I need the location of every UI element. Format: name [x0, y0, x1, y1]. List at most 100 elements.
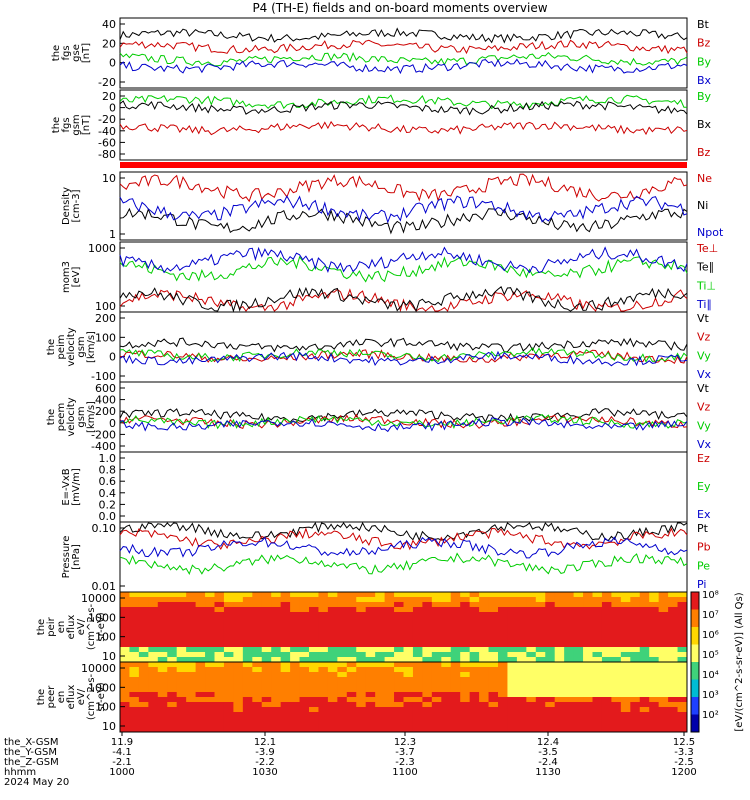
heatmap-cell — [450, 672, 461, 678]
heatmap-cell — [564, 602, 575, 608]
heatmap-cell — [677, 717, 688, 723]
heatmap-cell — [375, 597, 386, 603]
heatmap-cell — [384, 682, 395, 688]
heatmap-cell — [394, 647, 404, 653]
heatmap-cell — [290, 602, 301, 608]
heatmap-cell — [271, 672, 282, 678]
heatmap-cell — [564, 607, 575, 613]
heatmap-cell — [583, 667, 593, 673]
heatmap-cell — [375, 672, 386, 678]
heatmap-cell — [356, 702, 367, 708]
y-label-line: the — [36, 619, 47, 635]
y-label-line: mom3 — [61, 261, 72, 293]
heatmap-cell — [252, 722, 263, 728]
heatmap-cell — [129, 642, 140, 648]
heatmap-cell — [290, 722, 301, 728]
heatmap-cell — [450, 607, 461, 613]
heatmap-cell — [668, 697, 679, 703]
heatmap-cell — [498, 707, 508, 713]
heatmap-cell — [176, 707, 187, 713]
heatmap-cell — [554, 592, 565, 598]
heatmap-cell — [186, 627, 197, 633]
heatmap-cell — [318, 697, 329, 703]
x-tick-label: 1130 — [535, 767, 560, 778]
heatmap-cell — [195, 697, 206, 703]
heatmap-cell — [186, 632, 197, 638]
heatmap-cell — [526, 717, 537, 723]
heatmap-cell — [195, 657, 206, 663]
series-Vx-line — [119, 350, 688, 367]
heatmap-cell — [242, 672, 253, 678]
y-label-line: peir — [46, 616, 57, 636]
heatmap-cell — [516, 692, 527, 698]
heatmap-cell — [157, 687, 168, 693]
heatmap-cell — [242, 712, 253, 718]
heatmap-cell — [271, 592, 282, 598]
heatmap-cell — [327, 687, 338, 693]
heatmap-cell — [554, 697, 565, 703]
heatmap-cell — [346, 607, 357, 613]
heatmap-cell — [167, 722, 178, 728]
legend-Bt: Bt — [697, 18, 710, 31]
heatmap-cell — [318, 687, 329, 693]
heatmap-cell — [460, 647, 471, 653]
heatmap-cell — [460, 677, 471, 683]
heatmap-cell — [318, 662, 329, 668]
heatmap-cell — [450, 637, 461, 643]
heatmap-cell — [157, 702, 168, 708]
heatmap-cell — [620, 662, 631, 668]
heatmap-cell — [450, 627, 461, 633]
heatmap-cell — [450, 592, 461, 598]
heatmap-cell — [223, 702, 234, 708]
legend-Ti⊥: Ti⊥ — [696, 279, 716, 292]
heatmap-cell — [223, 642, 234, 648]
heatmap-cell — [318, 647, 329, 653]
heatmap-cell — [630, 597, 641, 603]
heatmap-cell — [668, 717, 679, 723]
heatmap-cell — [384, 657, 395, 663]
heatmap-cell — [403, 637, 414, 643]
heatmap-cell — [592, 692, 603, 698]
heatmap-cell — [205, 712, 215, 718]
heatmap-cell — [526, 607, 537, 613]
heatmap-cell — [233, 727, 244, 733]
heatmap-cell — [299, 647, 310, 653]
y-label-line: sr-eV) — [96, 682, 107, 711]
heatmap-cell — [573, 612, 584, 618]
heatmap-cell — [422, 632, 433, 638]
heatmap-cell — [309, 602, 319, 608]
heatmap-cell — [394, 692, 404, 698]
y-tick-label: 0 — [109, 351, 116, 364]
heatmap-cell — [233, 657, 244, 663]
heatmap-cell — [337, 692, 348, 698]
heatmap-cell — [535, 592, 546, 598]
heatmap-cell — [346, 647, 357, 653]
heatmap-cell — [431, 707, 442, 713]
heatmap-cell — [526, 682, 537, 688]
heatmap-cell — [412, 607, 423, 613]
heatmap-cell — [441, 617, 452, 623]
heatmap-cell — [441, 622, 452, 628]
heatmap-cell — [120, 617, 130, 623]
heatmap-cell — [403, 722, 414, 728]
heatmap-cell — [545, 657, 556, 663]
heatmap-cell — [488, 612, 499, 618]
heatmap-cell — [167, 612, 178, 618]
heatmap-cell — [450, 612, 461, 618]
heatmap-cell — [309, 652, 319, 658]
heatmap-cell — [271, 617, 282, 623]
heatmap-cell — [157, 607, 168, 613]
heatmap-cell — [507, 677, 518, 683]
y-tick-label: 10 — [102, 720, 116, 733]
heatmap-cell — [583, 632, 593, 638]
heatmap-cell — [422, 612, 433, 618]
heatmap-cell — [431, 687, 442, 693]
heatmap-cell — [309, 707, 319, 713]
heatmap-cell — [365, 632, 376, 638]
heatmap-cell — [186, 702, 197, 708]
heatmap-cell — [318, 612, 329, 618]
heatmap-cell — [223, 617, 234, 623]
heatmap-cell — [394, 712, 404, 718]
series-Bx-line — [119, 100, 688, 116]
